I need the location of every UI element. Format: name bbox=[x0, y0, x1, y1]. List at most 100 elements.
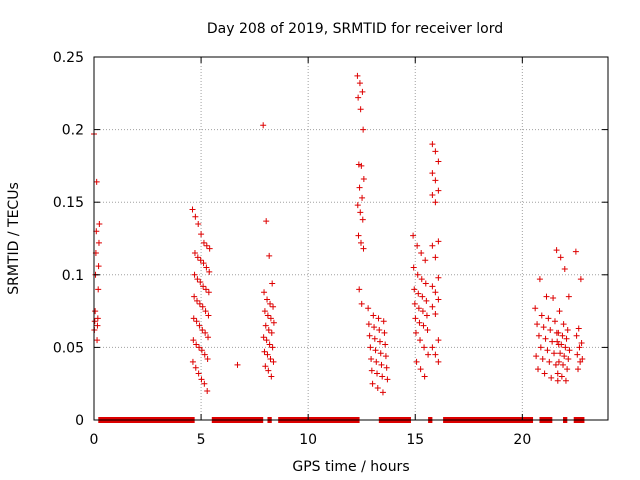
data-point bbox=[539, 356, 546, 363]
plot-border bbox=[93, 56, 609, 421]
data-point bbox=[420, 322, 427, 329]
data-point bbox=[189, 358, 196, 365]
data-point bbox=[262, 363, 269, 370]
data-point bbox=[418, 250, 425, 257]
data-point bbox=[575, 325, 582, 332]
data-point bbox=[379, 373, 386, 380]
data-point bbox=[264, 296, 271, 303]
data-point bbox=[422, 257, 429, 264]
data-point bbox=[414, 242, 421, 249]
data-point bbox=[383, 364, 390, 371]
data-point bbox=[205, 334, 212, 341]
data-point bbox=[565, 356, 572, 363]
data-point bbox=[546, 358, 553, 365]
data-point bbox=[548, 374, 555, 381]
data-point bbox=[357, 209, 364, 216]
data-point bbox=[360, 126, 367, 133]
data-point bbox=[360, 245, 367, 252]
data-point bbox=[376, 326, 383, 333]
data-point bbox=[204, 387, 211, 394]
data-point bbox=[197, 279, 204, 286]
data-point bbox=[234, 361, 241, 368]
data-point bbox=[200, 239, 207, 246]
data-point bbox=[573, 332, 580, 339]
data-point bbox=[415, 290, 422, 297]
data-point bbox=[380, 318, 387, 325]
data-point bbox=[366, 332, 373, 339]
grid-lines bbox=[94, 57, 608, 420]
data-point bbox=[194, 276, 201, 283]
data-point bbox=[416, 319, 423, 326]
data-point bbox=[555, 329, 562, 336]
data-point bbox=[557, 254, 564, 261]
data-point bbox=[377, 350, 384, 357]
data-point bbox=[411, 286, 418, 293]
data-point bbox=[270, 319, 277, 326]
data-point bbox=[196, 300, 203, 307]
data-point bbox=[535, 366, 542, 373]
data-point bbox=[370, 312, 377, 319]
data-point bbox=[193, 318, 200, 325]
data-point bbox=[413, 358, 420, 365]
data-point bbox=[194, 297, 201, 304]
data-point bbox=[412, 329, 419, 336]
x-tick-label: 20 bbox=[513, 432, 531, 448]
data-point bbox=[424, 326, 431, 333]
data-point bbox=[419, 293, 426, 300]
data-point bbox=[201, 380, 208, 387]
data-point bbox=[410, 232, 417, 239]
data-point bbox=[359, 194, 366, 201]
data-point bbox=[266, 341, 273, 348]
data-point bbox=[379, 389, 386, 396]
data-point bbox=[365, 321, 372, 328]
data-point bbox=[94, 337, 101, 344]
data-point bbox=[532, 305, 539, 312]
data-point bbox=[260, 122, 267, 129]
data-point bbox=[374, 370, 381, 377]
data-point bbox=[358, 300, 365, 307]
data-point bbox=[189, 206, 196, 213]
y-tick-label: 0 bbox=[75, 413, 84, 429]
data-point bbox=[432, 289, 439, 296]
data-point bbox=[435, 158, 442, 165]
data-point bbox=[554, 370, 561, 377]
data-point bbox=[191, 250, 198, 257]
data-point bbox=[356, 80, 363, 87]
data-point bbox=[576, 344, 583, 351]
data-point bbox=[198, 376, 205, 383]
data-point bbox=[432, 148, 439, 155]
data-point bbox=[432, 311, 439, 318]
data-point bbox=[202, 329, 209, 336]
data-point bbox=[198, 231, 205, 238]
x-tick-label: 5 bbox=[197, 432, 206, 448]
data-point bbox=[95, 263, 102, 270]
data-point bbox=[410, 264, 417, 271]
data-point bbox=[260, 334, 267, 341]
data-point bbox=[556, 308, 563, 315]
data-point bbox=[205, 312, 212, 319]
data-point bbox=[382, 353, 389, 360]
data-point bbox=[199, 303, 206, 310]
data-point bbox=[371, 335, 378, 342]
data-point bbox=[432, 351, 439, 358]
data-point bbox=[534, 321, 541, 328]
data-point bbox=[560, 361, 567, 368]
data-point bbox=[365, 305, 372, 312]
y-tick-label: 0.25 bbox=[53, 50, 84, 66]
data-point bbox=[435, 187, 442, 194]
data-point bbox=[577, 358, 584, 365]
data-point bbox=[374, 385, 381, 392]
data-point bbox=[201, 351, 208, 358]
data-point bbox=[547, 326, 554, 333]
data-point bbox=[417, 366, 424, 373]
data-point bbox=[354, 72, 361, 79]
data-point bbox=[356, 184, 363, 191]
data-point bbox=[418, 276, 425, 283]
data-point bbox=[543, 293, 550, 300]
data-point bbox=[269, 280, 276, 287]
data-point bbox=[578, 340, 585, 347]
data-point bbox=[196, 322, 203, 329]
data-point bbox=[205, 289, 212, 296]
y-tick-label: 0.15 bbox=[53, 195, 84, 211]
data-point bbox=[193, 341, 200, 348]
